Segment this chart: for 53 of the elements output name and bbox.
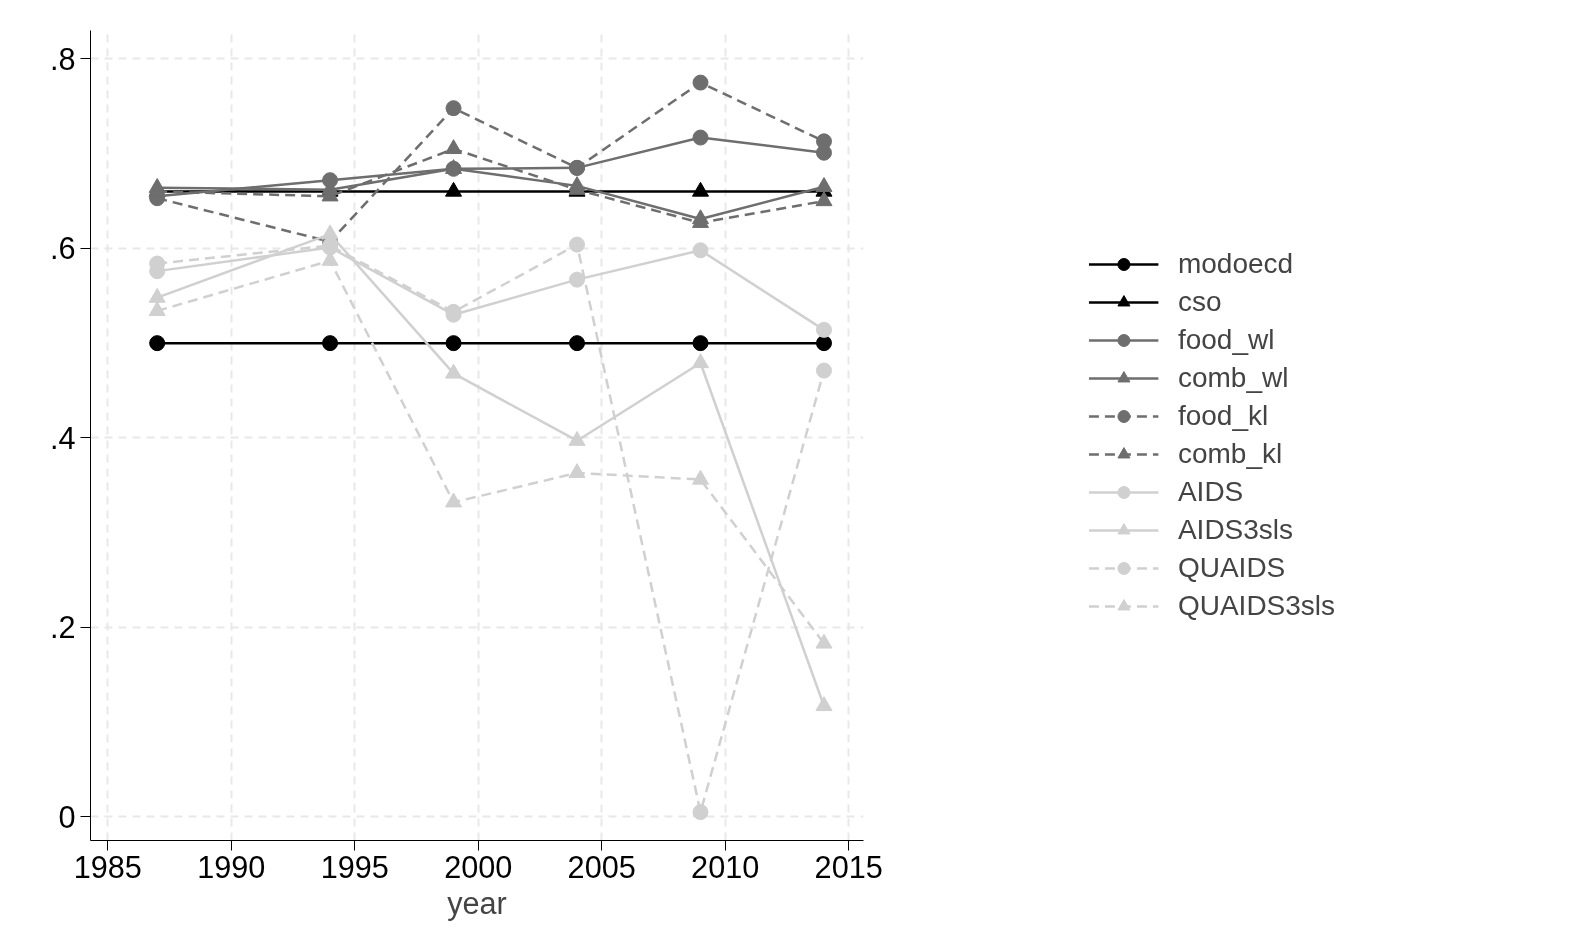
point	[149, 335, 166, 352]
point	[692, 181, 709, 197]
legend-label: cso	[1177, 286, 1222, 318]
point	[445, 363, 463, 379]
point	[148, 287, 166, 303]
point	[445, 492, 463, 508]
x-tick-label: 2000	[444, 849, 513, 884]
point	[692, 353, 709, 369]
point	[445, 139, 463, 155]
point	[321, 224, 339, 240]
point	[445, 181, 463, 197]
point	[569, 271, 586, 288]
legend-label: QUAIDS	[1177, 552, 1286, 584]
point	[148, 301, 166, 317]
point	[445, 335, 462, 352]
point	[692, 335, 709, 352]
x-tick-label: 2005	[567, 849, 636, 884]
point	[815, 321, 832, 338]
point	[568, 430, 586, 446]
legend-label: food_kl	[1177, 400, 1269, 432]
x-axis-title: year	[447, 885, 507, 921]
y-tick-label: .4	[49, 420, 76, 455]
point	[568, 463, 586, 479]
legend-label: food_wl	[1177, 324, 1275, 356]
point	[815, 633, 833, 649]
point	[569, 236, 586, 253]
legend-label: modoecd	[1177, 248, 1294, 280]
y-tick-label: .6	[49, 231, 76, 266]
point	[692, 242, 709, 259]
point	[815, 335, 832, 352]
point	[815, 191, 833, 207]
legend-label: comb_kl	[1177, 438, 1283, 470]
x-tick-label: 1985	[73, 849, 142, 884]
x-tick-label: 1990	[197, 849, 266, 884]
point	[569, 335, 586, 352]
legend-label: QUAIDS3sls	[1177, 590, 1336, 622]
y-tick-label: .8	[49, 41, 76, 76]
x-tick-label: 1995	[320, 849, 389, 884]
point	[815, 177, 833, 192]
legend-label: AIDS	[1177, 476, 1244, 508]
point	[445, 100, 462, 117]
point	[322, 335, 339, 352]
point	[815, 696, 833, 712]
legend-label: comb_wl	[1177, 362, 1289, 394]
point	[692, 74, 709, 91]
x-tick-label: 2015	[814, 849, 883, 884]
point	[815, 362, 832, 379]
y-tick-label: .2	[49, 610, 76, 645]
x-tick-label: 2010	[691, 849, 760, 884]
point	[692, 469, 709, 485]
y-tick-label: 0	[58, 799, 76, 834]
legend-label: AIDS3sls	[1177, 514, 1294, 546]
point	[692, 129, 709, 146]
